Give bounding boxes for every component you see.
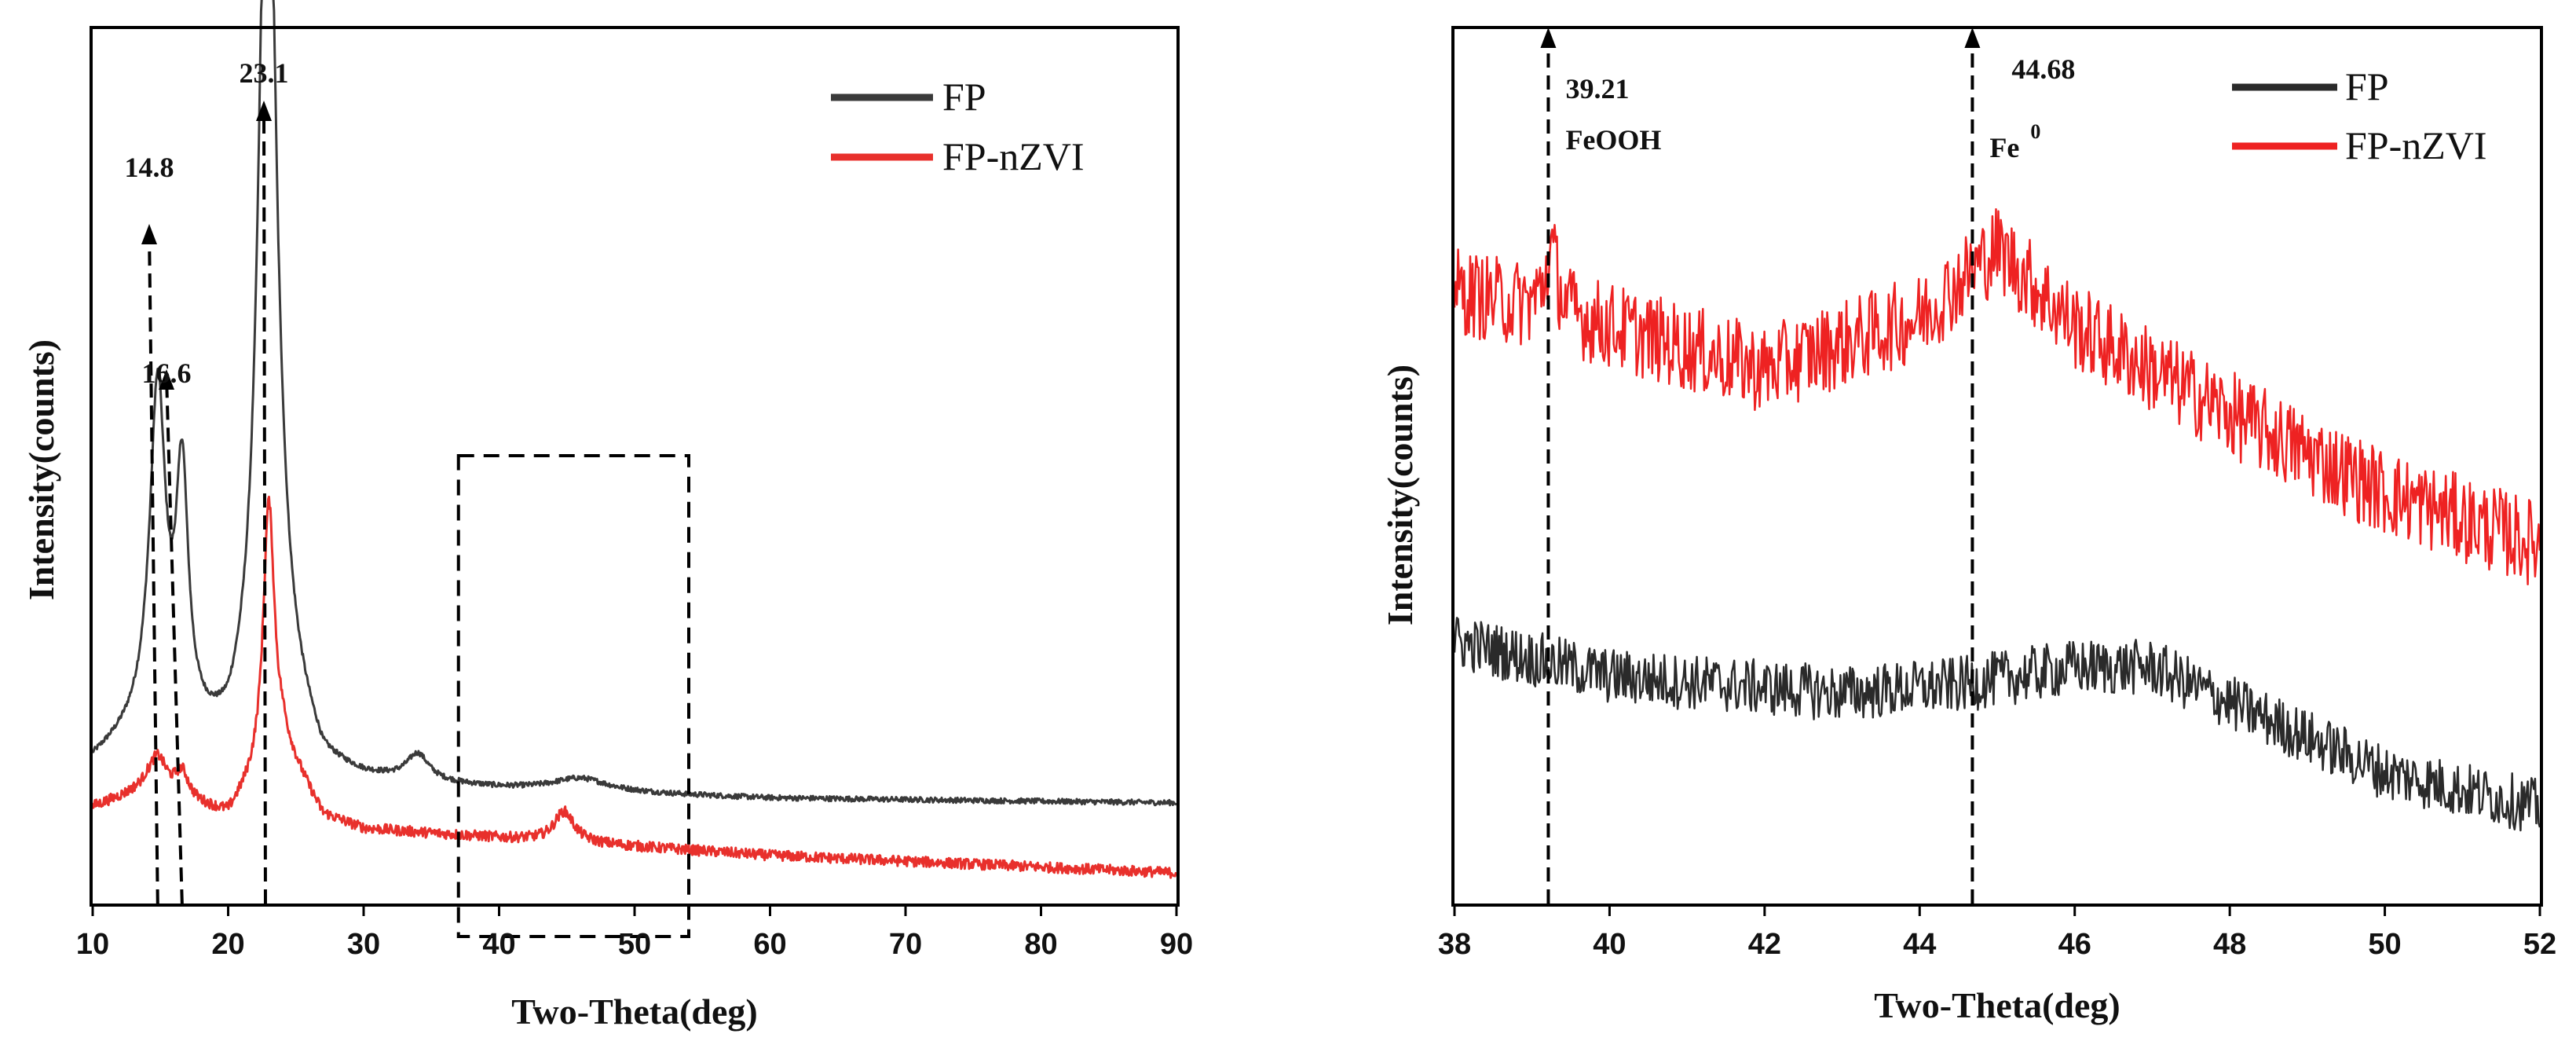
x-tick-label: 52 bbox=[2523, 928, 2556, 961]
peak-label: 16.6 bbox=[142, 357, 192, 389]
x-tick-label: 44 bbox=[1903, 928, 1936, 961]
x-tick-label: 38 bbox=[1438, 928, 1471, 961]
series-curves bbox=[91, 0, 1178, 879]
x-tick-label: 40 bbox=[482, 928, 515, 961]
xrd-zoomed-range-chart: 39.21 FeOOH 44.68 Fe 0 38 40 42 44 46 48 50 52 Two-… bbox=[1380, 26, 2556, 1025]
annotation-arrow-head bbox=[256, 101, 272, 121]
x-tick-label: 30 bbox=[347, 928, 380, 961]
x-axis-title: Two-Theta(deg) bbox=[511, 992, 757, 1032]
series-curves bbox=[1453, 208, 2541, 832]
peak-annotations: 14.8 16.6 23.1 bbox=[125, 57, 690, 938]
x-tick-label: 40 bbox=[1593, 928, 1626, 961]
legend-label-fp-nzvi: FP-nZVI bbox=[942, 134, 1085, 178]
phase-label: Fe bbox=[1989, 132, 2019, 163]
annotation-arrow-head bbox=[159, 369, 174, 390]
x-tick-label: 46 bbox=[2058, 928, 2091, 961]
legend: FP FP-nZVI bbox=[2232, 64, 2487, 167]
legend: FP FP-nZVI bbox=[831, 75, 1085, 178]
x-tick-label: 42 bbox=[1748, 928, 1781, 961]
x-tick-label: 60 bbox=[753, 928, 786, 961]
peak-label: 23.1 bbox=[240, 57, 289, 89]
x-tick-label: 50 bbox=[618, 928, 651, 961]
x-tick-label: 70 bbox=[889, 928, 922, 961]
legend-label-fp: FP bbox=[942, 75, 986, 119]
zoom-region-box bbox=[456, 454, 690, 938]
x-axis-ticks: 38 40 42 44 46 48 50 52 bbox=[1438, 904, 2556, 961]
legend-label-fp-nzvi: FP-nZVI bbox=[2345, 123, 2487, 167]
xrd-full-range-chart: 14.8 16.6 23.1 10 20 30 40 50 60 70 80 90 Two-Thet… bbox=[21, 0, 1193, 1032]
annotation-arrow-line bbox=[262, 108, 267, 904]
series-line-fp bbox=[1453, 617, 2541, 832]
peak-label: 14.8 bbox=[125, 152, 174, 183]
peak-position-label: 39.21 bbox=[1565, 73, 1629, 104]
x-tick-label: 80 bbox=[1024, 928, 1057, 961]
x-tick-label: 90 bbox=[1160, 928, 1193, 961]
annotation-arrow-line bbox=[148, 231, 159, 904]
y-axis-title: Intensity(counts) bbox=[1380, 365, 1420, 625]
series-line-fp bbox=[91, 0, 1177, 807]
y-axis-title: Intensity(counts) bbox=[21, 339, 61, 600]
legend-label-fp: FP bbox=[2345, 64, 2389, 108]
plot-frame bbox=[1451, 26, 2543, 907]
phase-annotations: 39.21 FeOOH 44.68 Fe 0 bbox=[1540, 27, 2075, 904]
phase-label: FeOOH bbox=[1565, 124, 1661, 156]
x-axis-title: Two-Theta(deg) bbox=[1874, 985, 2120, 1025]
x-tick-label: 50 bbox=[2368, 928, 2401, 961]
annotation-arrow-head bbox=[141, 224, 157, 244]
x-tick-label: 10 bbox=[76, 928, 109, 961]
annotation-arrow-head bbox=[1964, 27, 1981, 48]
series-line-fp-nzvi bbox=[1453, 208, 2541, 586]
x-axis-ticks: 10 20 30 40 50 60 70 80 90 bbox=[76, 904, 1193, 961]
series-line-fp-nzvi bbox=[91, 495, 1178, 879]
annotation-arrow-head bbox=[1540, 27, 1557, 48]
x-tick-label: 48 bbox=[2213, 928, 2246, 961]
x-tick-label: 20 bbox=[211, 928, 244, 961]
peak-position-label: 44.68 bbox=[2011, 53, 2075, 85]
phase-superscript: 0 bbox=[2030, 120, 2040, 143]
